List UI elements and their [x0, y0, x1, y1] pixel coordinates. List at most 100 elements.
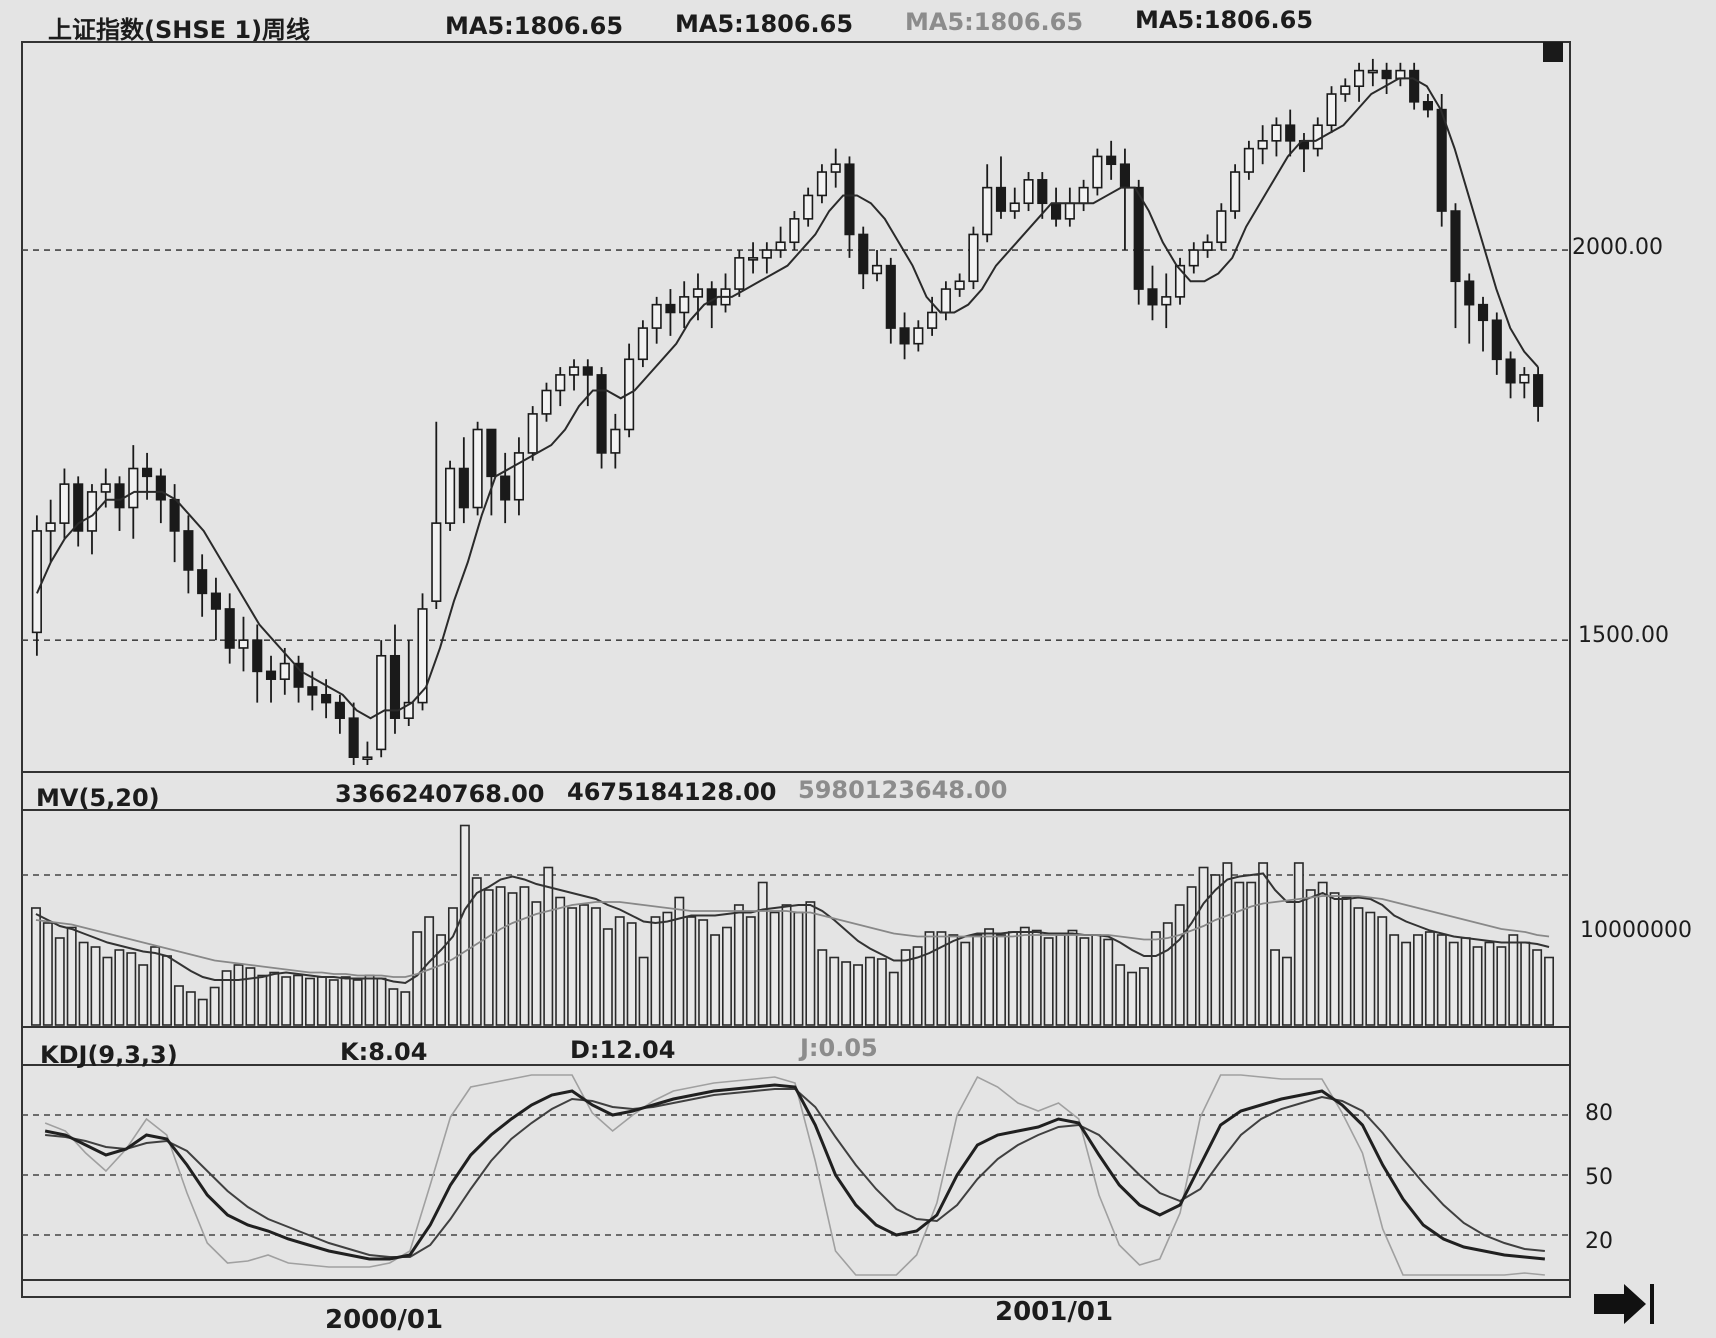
volume-bar-114: [1389, 934, 1400, 1026]
candle-body-108: [1519, 374, 1530, 384]
volume-title: MV(5,20): [36, 784, 160, 812]
candle-body-53: [761, 249, 772, 259]
arrow-right-end-icon[interactable]: [1594, 1284, 1654, 1324]
candle-body-86: [1216, 210, 1227, 244]
volume-bar-85: [1043, 937, 1054, 1026]
volume-bar-71: [876, 958, 887, 1026]
volume-bar-36: [459, 824, 470, 1026]
candle-body-3: [73, 483, 84, 532]
candle-body-12: [197, 569, 208, 595]
candle-body-52: [747, 257, 759, 261]
volume-bar-116: [1413, 934, 1423, 1026]
candle-body-0: [31, 530, 42, 634]
volume-bar-58: [722, 926, 732, 1026]
ma5-line: [36, 77, 1539, 720]
volume-tick: 10000000: [1580, 918, 1692, 943]
candle-body-20: [307, 686, 318, 696]
volume-bar-51: [638, 956, 649, 1026]
candle-body-62: [885, 264, 896, 329]
volume-bar-104: [1270, 949, 1280, 1026]
candle-body-28: [417, 608, 428, 704]
candle-body-45: [651, 303, 662, 329]
candle-body-88: [1243, 147, 1254, 173]
volume-bar-34: [436, 934, 447, 1026]
candle-body-46: [665, 303, 676, 314]
candle-body-85: [1202, 241, 1213, 251]
volume-bar-17: [233, 964, 244, 1026]
volume-bar-5: [90, 946, 101, 1026]
candle-body-104: [1464, 280, 1475, 306]
volume-bar-27: [352, 979, 363, 1026]
volume-bar-78: [960, 941, 971, 1026]
volume-bar-46: [579, 904, 589, 1026]
candle-body-38: [555, 374, 566, 392]
volume-bar-69: [853, 964, 863, 1026]
volume-bar-121: [1472, 946, 1483, 1026]
candle-body-51: [734, 257, 745, 290]
volume-bar-12: [173, 985, 184, 1026]
candle-body-87: [1230, 171, 1241, 212]
volume-bar-105: [1281, 956, 1292, 1026]
candle-body-74: [1050, 202, 1062, 220]
candle-body-72: [1023, 179, 1034, 205]
volume-bar-16: [221, 970, 232, 1026]
volume-bar-30: [388, 988, 399, 1026]
mv20-line: [35, 895, 1550, 978]
kdj-k-line: [44, 1083, 1546, 1261]
volume-bar-38: [483, 889, 494, 1026]
volume-bar-106: [1293, 862, 1304, 1026]
candle-body-34: [500, 475, 511, 501]
volume-bar-102: [1246, 881, 1257, 1026]
volume-bar-18: [245, 967, 256, 1026]
candle-body-81: [1147, 288, 1158, 306]
volume-bar-26: [340, 976, 351, 1026]
candle-body-32: [472, 428, 483, 509]
volume-bar-126: [1532, 949, 1543, 1026]
candle-body-109: [1533, 374, 1544, 407]
volume-bar-88: [1079, 937, 1090, 1026]
kdj-tick-80: 80: [1585, 1101, 1613, 1126]
volume-bar-6: [102, 956, 113, 1026]
volume-bar-35: [447, 907, 458, 1026]
candle-body-36: [527, 413, 538, 454]
volume-bar-24: [316, 976, 327, 1026]
volume-bar-2: [54, 937, 65, 1026]
candle-body-55: [789, 218, 800, 244]
candle-body-42: [610, 428, 621, 454]
volume-bar-109: [1329, 892, 1340, 1026]
candle-body-82: [1161, 296, 1172, 306]
ma-label-1: MA5:1806.65: [445, 12, 623, 40]
candle-body-56: [803, 194, 814, 220]
volume-bar-84: [1031, 929, 1042, 1026]
candle-body-11: [183, 530, 194, 571]
volume-bar-77: [948, 934, 959, 1026]
corner-marker[interactable]: [1543, 42, 1563, 62]
volume-bar-89: [1091, 934, 1102, 1026]
volume-bar-43: [543, 866, 554, 1026]
price-panel: [22, 58, 1570, 765]
volume-bar-110: [1341, 896, 1352, 1026]
candle-body-57: [816, 171, 828, 197]
candle-body-33: [486, 428, 497, 478]
volume-bar-118: [1436, 934, 1447, 1026]
ma-label-4: MA5:1806.65: [1135, 6, 1313, 34]
volume-value-2: 4675184128.00: [567, 778, 777, 806]
volume-bar-0: [30, 907, 41, 1026]
candle-body-95: [1340, 85, 1351, 95]
candle-body-23: [348, 717, 359, 758]
candle-body-64: [913, 327, 924, 345]
chart-title: 上证指数(SHSE 1)周线: [48, 16, 310, 44]
volume-bar-49: [614, 916, 625, 1026]
volume-bar-4: [78, 941, 89, 1026]
candle-body-27: [403, 701, 414, 719]
volume-bar-82: [1007, 931, 1018, 1026]
candle-body-83: [1174, 264, 1186, 298]
volume-bar-55: [686, 916, 697, 1026]
candle-body-41: [596, 374, 607, 454]
candle-body-39: [568, 366, 580, 376]
candle-body-107: [1505, 358, 1516, 384]
volume-bar-95: [1162, 922, 1173, 1026]
volume-bar-107: [1305, 889, 1316, 1026]
candle-body-98: [1381, 69, 1392, 80]
candle-body-79: [1119, 163, 1131, 189]
